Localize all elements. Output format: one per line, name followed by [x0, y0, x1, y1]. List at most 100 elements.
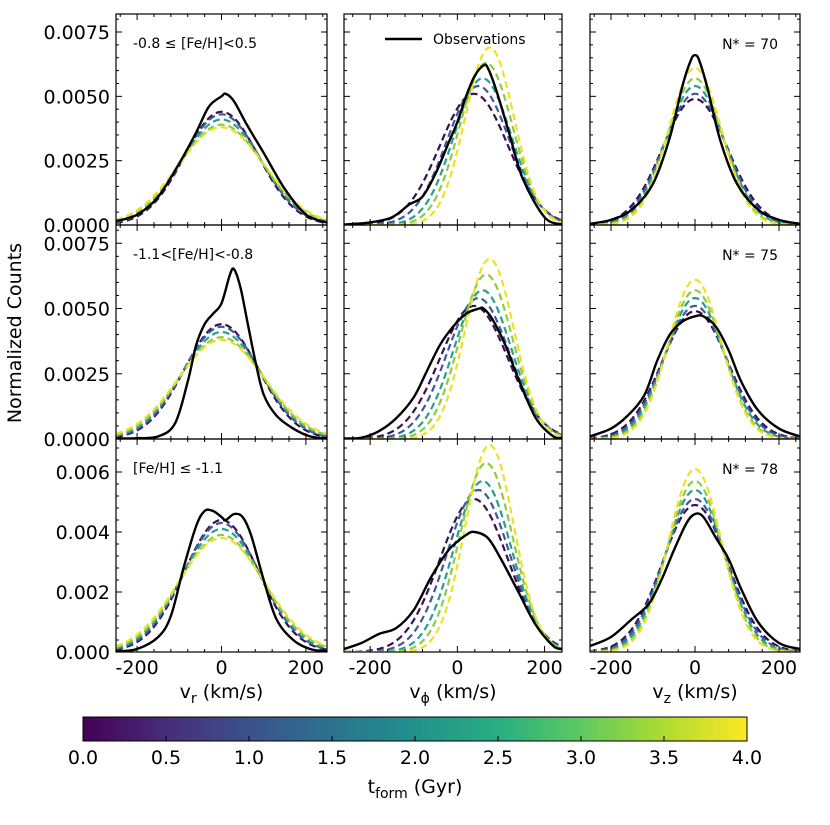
- colorbar-tick-label: 2.0: [400, 747, 430, 769]
- model-curves: [344, 257, 562, 439]
- metallicity-label: [Fe/H] ≤ -1.1: [133, 461, 223, 477]
- model-curve-tform-0.5: [590, 97, 800, 225]
- colorbar-tick-label: 1.0: [234, 747, 264, 769]
- model-curves: [344, 46, 562, 225]
- observation-curve: [344, 306, 562, 439]
- model-curve-tform-1.5: [116, 113, 327, 224]
- panel-vz-row-2: N* = 75: [589, 224, 801, 440]
- y-tick-label: 0.0000: [44, 215, 110, 237]
- model-curve-tform-3.2: [116, 123, 327, 222]
- panel-vr-row-1: 0.0000 0.0025 0.0050 0.0075 -0.8 ≤ [Fe/H]<0.…: [44, 13, 328, 237]
- model-curve-tform-1.5: [344, 84, 562, 225]
- model-curve-tform-3.2: [116, 336, 327, 436]
- y-tick-label: 0.0000: [44, 429, 110, 451]
- model-curve-tform-1.5: [116, 325, 327, 438]
- colorbar-ticks: 0.0 0.5 1.0 1.5 2.0 2.5 3.0 3.5 4.0: [68, 736, 762, 769]
- model-curve-tform-0.5: [344, 92, 562, 225]
- colorbar-tick-label: 2.5: [483, 747, 513, 769]
- x-tick-label: -200: [589, 657, 632, 679]
- model-curve-tform-3.9: [344, 444, 562, 652]
- model-curve-tform-0.5: [344, 497, 562, 652]
- observation-curve: [590, 53, 800, 225]
- x-tick-label: 200: [526, 657, 562, 679]
- nstar-label: N* = 78: [722, 462, 778, 478]
- model-curve-tform-2.5: [344, 479, 562, 652]
- colorbar-tick-label: 0.0: [68, 747, 98, 769]
- x-tick-label: -200: [349, 657, 392, 679]
- panel-vphi-row-2: [343, 224, 563, 440]
- model-curves: [590, 467, 800, 652]
- x-tick-label: 0: [689, 657, 701, 679]
- model-curve-tform-2.5: [116, 330, 327, 437]
- model-curves: [344, 444, 562, 652]
- model-curve-tform-3.2: [590, 479, 800, 652]
- model-curve-tform-3.9: [344, 257, 562, 439]
- model-curve-tform-3.2: [590, 289, 800, 439]
- observation-curve: [116, 92, 327, 224]
- observation-curve: [344, 530, 562, 651]
- model-curve-tform-3.9: [344, 46, 562, 225]
- observation-curve: [116, 508, 327, 652]
- y-tick-label: 0.000: [56, 642, 110, 664]
- model-curve-tform-0.5: [116, 110, 327, 225]
- model-curves: [116, 323, 327, 439]
- x-tick-label: 0: [451, 657, 463, 679]
- model-curve-tform-3.2: [116, 533, 327, 649]
- y-tick-label: 0.0025: [44, 151, 110, 173]
- metallicity-label: -1.1<[Fe/H]<-0.8: [133, 247, 253, 263]
- x-axis-labels: vr (km/s) vϕ (km/s) vz (km/s): [180, 681, 738, 707]
- model-curve-tform-1.5: [590, 304, 800, 439]
- y-tick-label: 0.0050: [44, 299, 110, 321]
- model-curve-tform-3.9: [590, 278, 800, 439]
- observation-curve: [590, 314, 800, 438]
- colorbar-tick-label: 4.0: [732, 747, 762, 769]
- panel-vphi-row-1: Observations: [343, 13, 563, 226]
- legend-label-observations: Observations: [433, 32, 526, 48]
- observation-curve: [590, 512, 800, 651]
- model-curve-tform-0.5: [116, 323, 327, 439]
- model-curve-tform-1.5: [344, 488, 562, 652]
- model-curve-tform-1.5: [344, 296, 562, 439]
- model-curve-tform-3.9: [116, 536, 327, 648]
- model-curve-tform-3.2: [344, 462, 562, 652]
- x-tick-label: 0: [215, 657, 227, 679]
- model-curve-tform-3.2: [590, 77, 800, 225]
- panel-frame: [343, 438, 563, 653]
- panel-vr-row-3: 0.000 0.002 0.004 0.006 -200 0 200 [Fe/H] ≤ -1.…: [56, 438, 328, 679]
- panel-vr-row-2: 0.0000 0.0025 0.0050 0.0075 -1.1<[Fe/H]<-0.8: [44, 224, 328, 451]
- y-tick-label: 0.0075: [44, 233, 110, 255]
- colorbar-tick-label: 3.5: [649, 747, 679, 769]
- colorbar-tick-label: 1.5: [317, 747, 347, 769]
- model-curve-tform-1.5: [116, 521, 327, 651]
- colorbar-tick-label: 3.0: [566, 747, 596, 769]
- panel-vphi-row-3: -200 0 200: [343, 438, 563, 679]
- model-curve-tform-3.9: [590, 67, 800, 225]
- panel-vz-row-3: -200 0 200 N* = 78: [589, 438, 801, 679]
- x-tick-label: -200: [116, 657, 159, 679]
- nstar-label: N* = 70: [722, 37, 778, 53]
- model-curve-tform-1.5: [590, 497, 800, 652]
- panel-vz-row-1: N* = 70: [589, 13, 801, 226]
- observation-curve: [344, 63, 562, 225]
- model-curve-tform-3.9: [590, 467, 800, 652]
- model-curve-tform-3.9: [116, 338, 327, 435]
- model-curve-tform-3.2: [344, 273, 562, 439]
- x-axis-label-vr: vr (km/s): [180, 681, 264, 707]
- x-tick-label: 200: [761, 657, 797, 679]
- colorbar-label: tform (Gyr): [368, 776, 463, 802]
- model-curves: [116, 518, 327, 651]
- observation-curve: [116, 267, 327, 439]
- model-curve-tform-0.5: [590, 310, 800, 439]
- nstar-label: N* = 75: [722, 248, 778, 264]
- model-curve-tform-0.5: [590, 503, 800, 652]
- colorbar: 0.0 0.5 1.0 1.5 2.0 2.5 3.0 3.5 4.0 tform (Gyr): [68, 716, 762, 802]
- model-curve-tform-2.5: [116, 527, 327, 650]
- x-axis-label-vphi: vϕ (km/s): [409, 681, 496, 707]
- model-curves: [590, 67, 800, 225]
- y-tick-label: 0.002: [56, 582, 110, 604]
- model-curve-tform-2.5: [344, 77, 562, 225]
- metallicity-label: -0.8 ≤ [Fe/H]<0.5: [133, 36, 257, 52]
- y-tick-label: 0.0025: [44, 364, 110, 386]
